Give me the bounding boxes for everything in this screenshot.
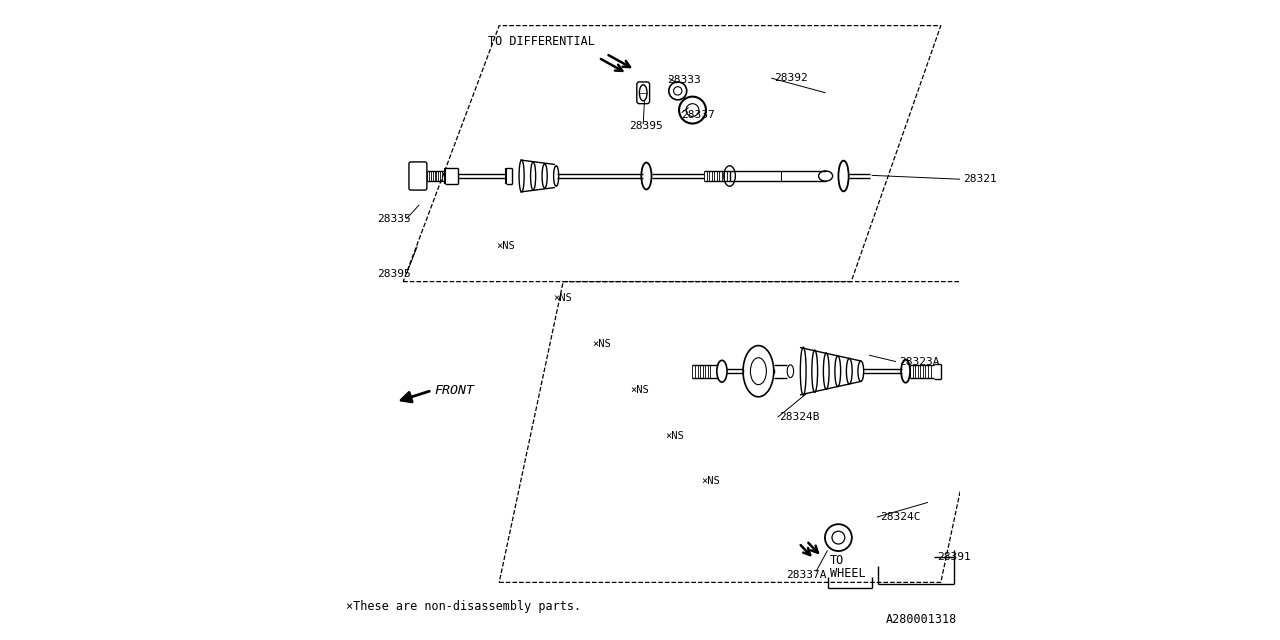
Ellipse shape (724, 166, 736, 186)
Text: 28324B: 28324B (780, 412, 820, 422)
Text: 28392: 28392 (774, 73, 808, 83)
Text: ×NS: ×NS (630, 385, 649, 396)
Text: A280001318: A280001318 (886, 613, 957, 626)
Text: ×NS: ×NS (497, 241, 515, 252)
Text: 28324C: 28324C (881, 512, 920, 522)
Ellipse shape (787, 365, 794, 378)
Ellipse shape (640, 85, 648, 101)
FancyBboxPatch shape (410, 162, 428, 190)
Ellipse shape (819, 171, 833, 181)
Text: 28337A: 28337A (786, 570, 827, 580)
Text: 28333: 28333 (667, 75, 700, 85)
Text: ×These are non-disassembly parts.: ×These are non-disassembly parts. (346, 600, 581, 613)
Text: ×NS: ×NS (701, 476, 719, 486)
Text: 28335: 28335 (378, 214, 411, 224)
Text: 28391: 28391 (937, 552, 972, 562)
Text: ×NS: ×NS (554, 292, 572, 303)
Text: 28395: 28395 (378, 269, 411, 279)
Text: WHEEL: WHEEL (831, 567, 865, 580)
Text: 28321: 28321 (963, 174, 997, 184)
Text: 28323A: 28323A (900, 356, 940, 367)
Text: FRONT: FRONT (434, 384, 474, 397)
Text: TO DIFFERENTIAL: TO DIFFERENTIAL (488, 35, 594, 48)
Ellipse shape (744, 346, 774, 397)
Text: 28395: 28395 (630, 121, 663, 131)
Text: 28337: 28337 (681, 110, 716, 120)
Text: ×NS: ×NS (591, 339, 611, 349)
Ellipse shape (826, 524, 852, 551)
Text: ×NS: ×NS (666, 431, 685, 442)
Text: TO: TO (831, 554, 845, 568)
